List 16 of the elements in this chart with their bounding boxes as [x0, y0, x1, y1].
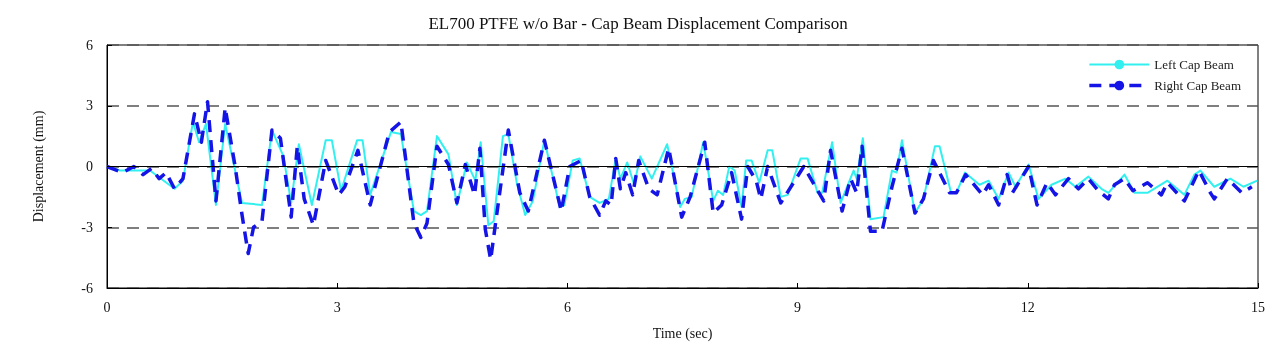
y-tick-label: -3: [81, 219, 93, 235]
y-tick-label: 3: [86, 98, 93, 114]
y-tick-label: 0: [86, 159, 93, 174]
x-axis-title: Time (sec): [652, 325, 713, 342]
y-tick-label: -6: [81, 280, 93, 296]
x-tick-label: 6: [563, 299, 571, 315]
x-tick-label: 12: [1020, 299, 1035, 315]
chart-title: EL700 PTFE w/o Bar - Cap Beam Displacement Comparison: [428, 14, 849, 33]
legend-label: Left Cap Beam: [1154, 57, 1234, 72]
x-tick-label: 15: [1251, 299, 1265, 315]
x-tick-label: 9: [794, 299, 802, 315]
x-tick-label: 0: [103, 299, 111, 315]
y-tick-label: 6: [86, 37, 93, 53]
legend-label: Right Cap Beam: [1154, 78, 1242, 93]
x-tick-label: 3: [333, 299, 341, 315]
y-axis-title: Displacement (mm): [30, 110, 47, 223]
